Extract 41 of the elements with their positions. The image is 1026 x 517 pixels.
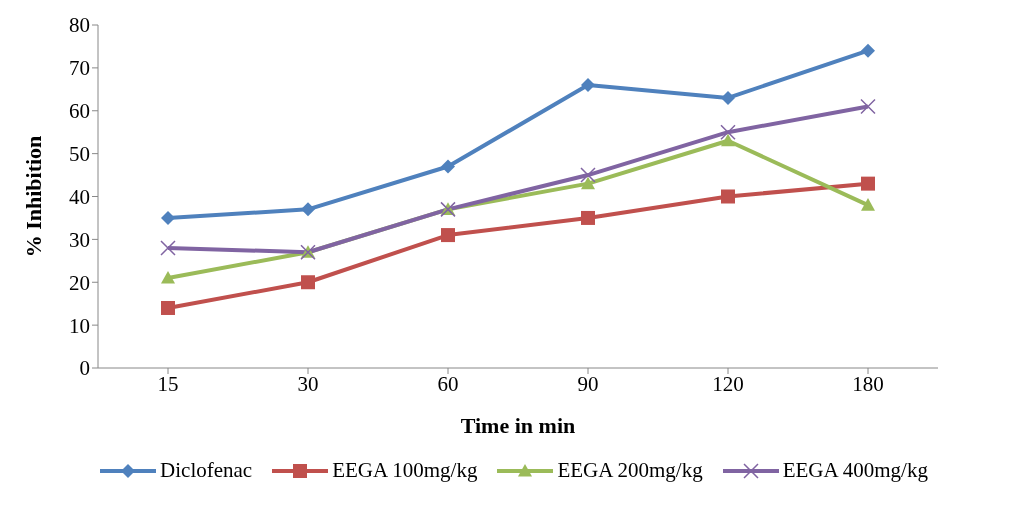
point xyxy=(861,176,875,191)
y-tick-label: 50 xyxy=(69,142,90,167)
point xyxy=(160,240,176,256)
legend-label: EEGA 100mg/kg xyxy=(332,458,478,483)
y-tick-label: 0 xyxy=(79,356,90,381)
point xyxy=(580,167,596,183)
y-tick-label: 30 xyxy=(69,227,90,252)
point xyxy=(301,202,315,217)
point xyxy=(301,275,315,290)
point xyxy=(161,270,175,284)
y-tick-label: 20 xyxy=(69,270,90,295)
x-tick-label: 15 xyxy=(157,371,179,396)
y-axis-title: % Inhibition xyxy=(20,135,46,258)
x-tick-label: 120 xyxy=(712,371,744,396)
y-tick-label: 60 xyxy=(69,99,90,124)
x-tick-label: 90 xyxy=(577,371,599,396)
point xyxy=(721,189,735,204)
point xyxy=(861,43,875,58)
y-tick-label: 70 xyxy=(69,56,90,81)
point xyxy=(721,90,735,105)
x-axis-title: Time in min xyxy=(460,413,576,438)
y-tick-label: 80 xyxy=(69,13,90,38)
legend-label: EEGA 400mg/kg xyxy=(782,458,928,483)
point xyxy=(441,228,455,243)
point xyxy=(161,210,175,225)
y-tick-label: 10 xyxy=(69,313,90,338)
point xyxy=(581,78,595,93)
point xyxy=(581,210,595,225)
point xyxy=(721,133,735,147)
point xyxy=(161,300,175,315)
legend-label: Diclofenac xyxy=(160,458,253,483)
point xyxy=(860,98,876,115)
point xyxy=(581,176,595,190)
point xyxy=(720,124,736,140)
x-tick-label: 60 xyxy=(437,371,459,396)
legend-label: EEGA 200mg/kg xyxy=(557,458,703,483)
point xyxy=(441,159,455,174)
x-tick-label: 180 xyxy=(852,371,884,396)
y-tick-label: 40 xyxy=(69,184,90,209)
x-tick-label: 30 xyxy=(297,371,319,396)
point xyxy=(861,198,875,211)
